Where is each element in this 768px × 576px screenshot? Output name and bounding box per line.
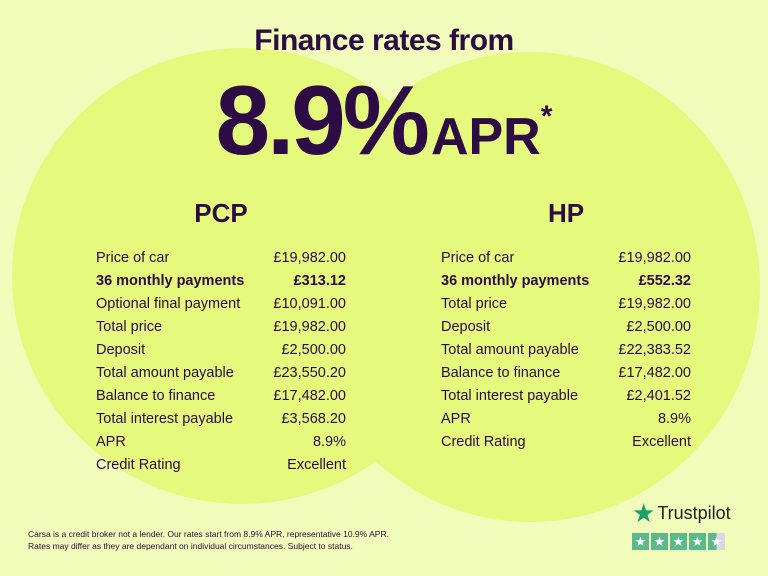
apr-rate: 8.9%APR*	[0, 64, 768, 177]
trustpilot-logo: ★ Trustpilot	[632, 498, 731, 529]
row-value: £2,500.00	[626, 319, 691, 335]
hp-heading: HP	[547, 198, 585, 228]
row-value: £2,500.00	[281, 342, 346, 358]
rating-star-icon: ★	[670, 533, 687, 550]
pcp-row: Credit Rating Excellent	[96, 454, 346, 477]
row-value: 8.9%	[657, 411, 691, 427]
row-label: Deposit	[96, 342, 146, 358]
pcp-row: Optional final payment £10,091.00	[96, 293, 346, 316]
pcp-panel: PCP Price of car £19,982.00 36 monthly pay…	[96, 198, 346, 477]
row-value: £22,383.52	[618, 342, 691, 358]
hp-row: Price of car £19,982.00	[441, 247, 691, 270]
row-label: Optional final payment	[96, 296, 241, 312]
headline: Finance rates from	[254, 24, 514, 57]
row-label: Balance to finance	[441, 365, 561, 381]
row-label: Credit Rating	[441, 434, 526, 450]
background-circle-right	[300, 52, 760, 522]
row-label: Price of car	[441, 250, 515, 266]
row-label: 36 monthly payments	[441, 273, 590, 289]
row-label: Total interest payable	[96, 411, 234, 427]
pcp-row: APR 8.9%	[96, 431, 346, 454]
disclaimer: Carsa is a credit broker not a lender. O…	[28, 528, 389, 552]
row-value: £19,982.00	[618, 296, 691, 312]
row-value: £19,982.00	[273, 250, 346, 266]
hp-row: Total interest payable £2,401.52	[441, 385, 691, 408]
row-value: £10,091.00	[273, 296, 346, 312]
pcp-heading: PCP	[194, 198, 248, 228]
row-value: 8.9%	[312, 434, 346, 450]
row-label: Total price	[441, 296, 508, 312]
row-value: £2,401.52	[626, 388, 691, 404]
rate-suffix: APR	[430, 108, 541, 166]
row-value: £17,482.00	[618, 365, 691, 381]
trustpilot-rating: ★ ★ ★ ★ ★	[632, 533, 731, 550]
asterisk: *	[540, 100, 553, 133]
row-value: £19,982.00	[273, 319, 346, 335]
disclaimer-line-2: Rates may differ as they are dependant o…	[28, 541, 353, 551]
hp-row: Deposit £2,500.00	[441, 316, 691, 339]
row-value: £3,568.20	[281, 411, 346, 427]
row-label: Price of car	[96, 250, 170, 266]
row-label: Credit Rating	[96, 457, 181, 473]
row-value: £313.12	[293, 273, 346, 289]
row-label: APR	[96, 434, 126, 450]
row-value: Excellent	[287, 457, 346, 473]
hp-row: Total amount payable £22,383.52	[441, 339, 691, 362]
pcp-row: Total amount payable £23,550.20	[96, 362, 346, 385]
trustpilot-star-icon: ★	[632, 498, 656, 528]
row-label: 36 monthly payments	[96, 273, 245, 289]
hp-row: 36 monthly payments £552.32	[441, 270, 691, 293]
rating-star-icon: ★	[708, 533, 725, 550]
row-label: Total price	[96, 319, 163, 335]
hp-panel: HP Price of car £19,982.00 36 monthly paym…	[441, 198, 691, 454]
pcp-row: Price of car £19,982.00	[96, 247, 346, 270]
pcp-row: Deposit £2,500.00	[96, 339, 346, 362]
rating-star-icon: ★	[689, 533, 706, 550]
trustpilot-label: Trustpilot	[657, 503, 731, 523]
row-value: £17,482.00	[273, 388, 346, 404]
pcp-row: Balance to finance £17,482.00	[96, 385, 346, 408]
row-value: £23,550.20	[273, 365, 346, 381]
rate-value: 8.9%	[215, 65, 430, 175]
hp-row: Total price £19,982.00	[441, 293, 691, 316]
row-label: Balance to finance	[96, 388, 216, 404]
row-label: Deposit	[441, 319, 491, 335]
pcp-row: Total price £19,982.00	[96, 316, 346, 339]
row-value: Excellent	[632, 434, 691, 450]
row-value: £552.32	[638, 273, 691, 289]
pcp-row: 36 monthly payments £313.12	[96, 270, 346, 293]
hp-row: APR 8.9%	[441, 408, 691, 431]
row-label: Total interest payable	[441, 388, 579, 404]
trustpilot-badge[interactable]: ★ Trustpilot ★ ★ ★ ★ ★	[632, 498, 731, 550]
disclaimer-line-1: Carsa is a credit broker not a lender. O…	[28, 529, 389, 539]
rating-star-icon: ★	[651, 533, 668, 550]
row-label: Total amount payable	[441, 342, 579, 358]
pcp-row: Total interest payable £3,568.20	[96, 408, 346, 431]
rating-star-icon: ★	[632, 533, 649, 550]
row-label: Total amount payable	[96, 365, 234, 381]
row-label: APR	[441, 411, 471, 427]
row-value: £19,982.00	[618, 250, 691, 266]
hp-row: Balance to finance £17,482.00	[441, 362, 691, 385]
hp-row: Credit Rating Excellent	[441, 431, 691, 454]
